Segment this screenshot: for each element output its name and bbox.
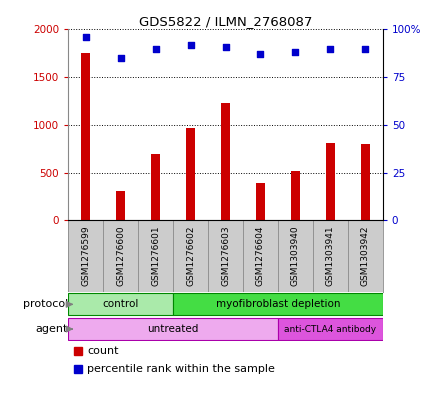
Text: GSM1276603: GSM1276603 (221, 226, 230, 286)
Text: anti-CTLA4 antibody: anti-CTLA4 antibody (284, 325, 377, 334)
Text: GSM1276604: GSM1276604 (256, 226, 265, 286)
Bar (173, 293, 383, 316)
Point (327, 46, 334, 52)
Point (292, 49, 299, 55)
Bar (326, 143, 335, 220)
Bar (221, 103, 230, 220)
Text: GSM1303940: GSM1303940 (291, 226, 300, 286)
Bar (116, 191, 125, 220)
Text: control: control (103, 299, 139, 309)
Bar (291, 171, 300, 220)
Text: GSM1303942: GSM1303942 (361, 226, 370, 286)
Text: agent: agent (36, 324, 68, 334)
Point (117, 55, 124, 61)
Text: GSM1276600: GSM1276600 (116, 226, 125, 286)
Text: GSM1276601: GSM1276601 (151, 226, 160, 286)
Bar (361, 144, 370, 220)
Bar (68, 293, 173, 316)
Text: percentile rank within the sample: percentile rank within the sample (87, 364, 275, 375)
Point (152, 46, 159, 52)
Text: protocol: protocol (23, 299, 68, 309)
Text: myofibroblast depletion: myofibroblast depletion (216, 299, 340, 309)
Text: GSM1276602: GSM1276602 (186, 226, 195, 286)
Bar (278, 318, 383, 340)
Point (362, 46, 369, 52)
Text: untreated: untreated (147, 324, 199, 334)
Bar (151, 154, 160, 220)
Bar (256, 183, 265, 220)
Title: GDS5822 / ILMN_2768087: GDS5822 / ILMN_2768087 (139, 15, 312, 28)
Bar (68, 318, 278, 340)
Bar (81, 53, 90, 220)
Text: count: count (87, 347, 118, 356)
Point (222, 44, 229, 50)
Text: GSM1303941: GSM1303941 (326, 226, 335, 286)
Point (257, 51, 264, 57)
Bar (186, 128, 195, 220)
Point (82, 34, 89, 40)
Text: GSM1276599: GSM1276599 (81, 226, 90, 286)
Point (187, 42, 194, 48)
